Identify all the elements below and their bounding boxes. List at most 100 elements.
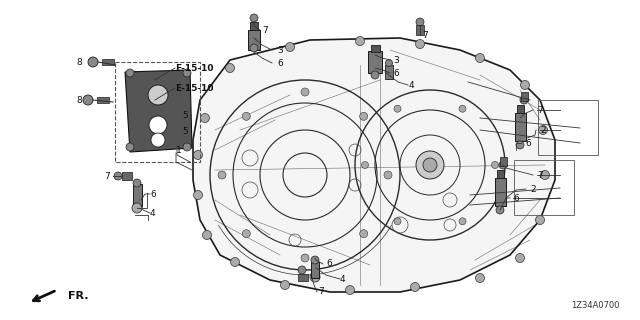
- Text: 7: 7: [104, 172, 110, 180]
- Bar: [133, 184, 142, 206]
- Circle shape: [133, 179, 141, 187]
- Bar: [495, 178, 506, 206]
- Bar: [538, 100, 598, 155]
- Text: 7: 7: [537, 106, 543, 115]
- Circle shape: [183, 143, 191, 151]
- Circle shape: [83, 95, 93, 105]
- Circle shape: [520, 81, 529, 90]
- Bar: [416, 25, 424, 35]
- Text: 5: 5: [182, 110, 188, 119]
- Circle shape: [280, 281, 289, 290]
- Text: FR.: FR.: [68, 291, 88, 301]
- Bar: [97, 97, 109, 103]
- Circle shape: [310, 272, 320, 282]
- Circle shape: [459, 218, 466, 225]
- Circle shape: [202, 230, 211, 239]
- Polygon shape: [125, 70, 192, 152]
- Circle shape: [360, 112, 368, 120]
- Bar: [102, 59, 114, 65]
- Circle shape: [250, 14, 258, 22]
- Text: E-15-10: E-15-10: [175, 63, 214, 73]
- Text: 3: 3: [393, 55, 399, 65]
- Text: 2: 2: [540, 125, 546, 134]
- Polygon shape: [193, 38, 555, 292]
- Circle shape: [423, 158, 437, 172]
- Bar: [115, 62, 200, 162]
- Text: 4: 4: [409, 81, 415, 90]
- Circle shape: [151, 133, 165, 147]
- Bar: [517, 105, 524, 113]
- Circle shape: [298, 266, 306, 274]
- Circle shape: [301, 254, 309, 262]
- Bar: [371, 45, 380, 52]
- Text: 7: 7: [318, 287, 324, 297]
- Bar: [298, 274, 308, 281]
- Circle shape: [225, 63, 234, 73]
- Bar: [385, 65, 393, 79]
- Circle shape: [360, 230, 368, 238]
- Text: 8: 8: [76, 95, 82, 105]
- Circle shape: [499, 161, 507, 169]
- Circle shape: [541, 171, 550, 180]
- Circle shape: [515, 253, 525, 262]
- Circle shape: [200, 114, 209, 123]
- Text: 4: 4: [150, 209, 156, 218]
- Circle shape: [416, 151, 444, 179]
- Circle shape: [459, 105, 466, 112]
- Circle shape: [218, 171, 226, 179]
- Circle shape: [346, 285, 355, 294]
- Circle shape: [496, 206, 504, 214]
- Circle shape: [243, 230, 250, 238]
- Circle shape: [149, 116, 167, 134]
- Circle shape: [538, 125, 547, 134]
- Bar: [368, 51, 382, 73]
- Bar: [311, 262, 319, 278]
- Bar: [515, 113, 526, 141]
- Bar: [250, 22, 258, 30]
- Circle shape: [516, 141, 524, 149]
- Circle shape: [126, 143, 134, 151]
- Circle shape: [183, 69, 191, 77]
- Circle shape: [301, 88, 309, 96]
- Circle shape: [371, 71, 379, 79]
- Text: 1: 1: [176, 146, 182, 155]
- Text: 7: 7: [537, 171, 543, 180]
- Text: 6: 6: [150, 189, 156, 198]
- Circle shape: [415, 39, 424, 49]
- Circle shape: [385, 60, 392, 67]
- Text: 3: 3: [277, 45, 283, 54]
- Circle shape: [416, 18, 424, 26]
- Text: 7: 7: [422, 30, 428, 39]
- Bar: [514, 160, 574, 215]
- Circle shape: [132, 203, 142, 213]
- Circle shape: [394, 218, 401, 225]
- Text: 6: 6: [277, 59, 283, 68]
- Circle shape: [492, 162, 499, 169]
- Circle shape: [193, 150, 202, 159]
- Bar: [248, 30, 260, 50]
- Bar: [500, 157, 507, 166]
- Text: 6: 6: [525, 139, 531, 148]
- Text: E-15-10: E-15-10: [175, 84, 214, 92]
- Circle shape: [362, 162, 369, 169]
- Circle shape: [114, 172, 122, 180]
- Text: 2: 2: [530, 185, 536, 194]
- Circle shape: [476, 274, 484, 283]
- Bar: [497, 170, 504, 178]
- Circle shape: [476, 53, 484, 62]
- Circle shape: [355, 36, 365, 45]
- Circle shape: [88, 57, 98, 67]
- Circle shape: [520, 96, 528, 104]
- Text: 1Z34A0700: 1Z34A0700: [572, 301, 620, 310]
- Circle shape: [250, 44, 258, 52]
- Text: 8: 8: [76, 58, 82, 67]
- Circle shape: [394, 105, 401, 112]
- Circle shape: [410, 283, 419, 292]
- Bar: [521, 92, 528, 101]
- Text: 6: 6: [393, 68, 399, 77]
- Circle shape: [230, 258, 239, 267]
- Circle shape: [536, 215, 545, 225]
- Circle shape: [243, 112, 250, 120]
- Text: 6: 6: [326, 260, 332, 268]
- Circle shape: [126, 69, 134, 77]
